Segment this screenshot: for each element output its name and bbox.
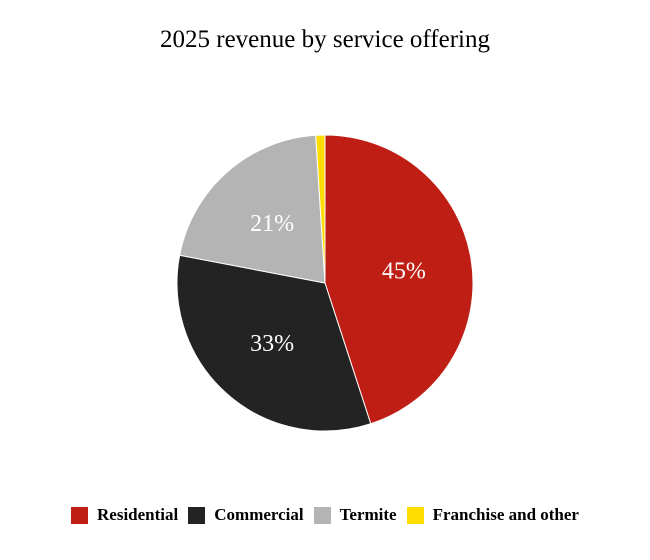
legend-swatch [313, 506, 331, 524]
legend-label: Franchise and other [432, 505, 579, 524]
slice-data-label: 21% [250, 211, 294, 237]
pie-slice-residential [324, 134, 474, 425]
legend-swatch [188, 506, 206, 524]
legend-swatch [71, 506, 89, 524]
legend-item-residential: Residential [71, 505, 178, 525]
legend-label: Termite [339, 505, 397, 524]
legend-item-termite: Termite [313, 505, 397, 525]
pie-slice-franchise-and-other [315, 134, 326, 284]
pie-slice-commercial [176, 254, 372, 432]
legend: Residential Commercial Termite Franchise… [0, 505, 650, 525]
legend-label: Residential [97, 505, 179, 524]
legend-label: Commercial [214, 505, 304, 524]
slice-data-label: 33% [250, 331, 294, 357]
legend-item-franchise: Franchise and other [406, 505, 579, 525]
pie-slice-termite [179, 134, 326, 284]
chart-title: 2025 revenue by service offering [160, 26, 490, 53]
slice-data-label: 45% [382, 258, 426, 284]
legend-item-commercial: Commercial [188, 505, 304, 525]
legend-swatch [406, 506, 424, 524]
